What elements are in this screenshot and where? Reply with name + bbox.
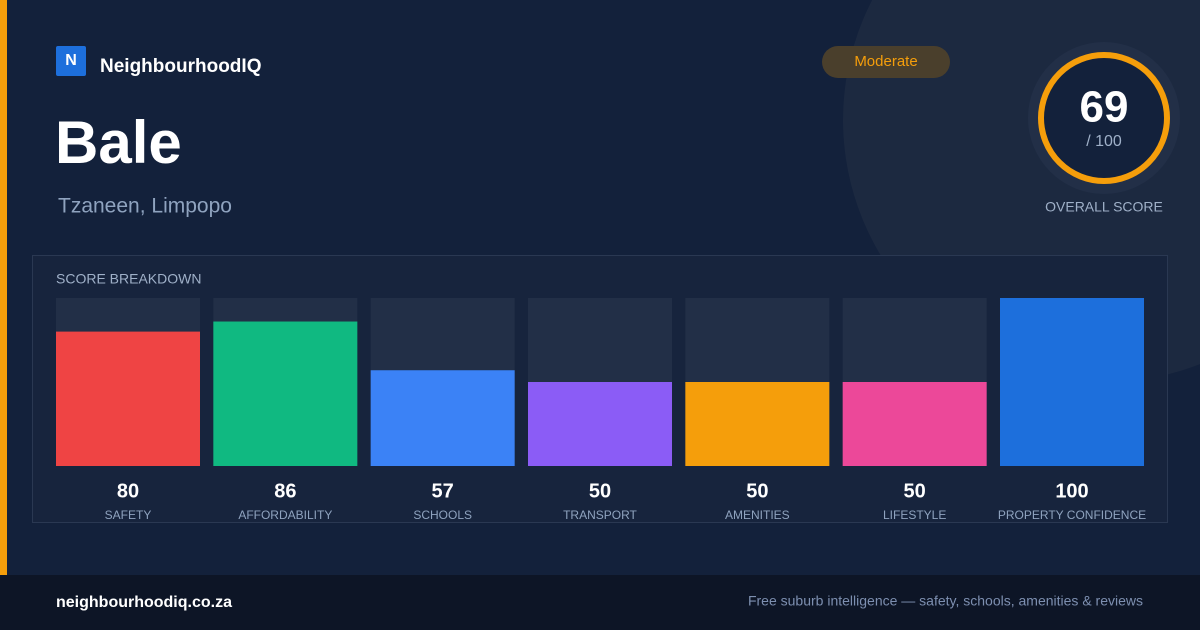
value-label: 50 bbox=[589, 480, 611, 502]
footer-tagline: Free suburb intelligence — safety, schoo… bbox=[748, 593, 1143, 609]
score-value: 69 bbox=[1080, 83, 1129, 132]
category-label: SCHOOLS bbox=[413, 508, 472, 522]
footer-site: neighbourhoodiq.co.za bbox=[56, 594, 232, 611]
score-max: / 100 bbox=[1086, 133, 1122, 150]
category-label: PROPERTY CONFIDENCE bbox=[998, 508, 1146, 522]
value-label: 50 bbox=[746, 480, 768, 502]
bar bbox=[842, 382, 987, 466]
category-label: AFFORDABILITY bbox=[238, 508, 332, 522]
value-label: 57 bbox=[432, 480, 454, 502]
category-label: SAFETY bbox=[105, 508, 152, 522]
category-label: TRANSPORT bbox=[563, 508, 637, 522]
chart-title: SCORE BREAKDOWN bbox=[56, 271, 201, 287]
bar bbox=[1000, 298, 1144, 466]
bar bbox=[528, 382, 672, 466]
score-label: OVERALL SCORE bbox=[1045, 199, 1163, 215]
bar bbox=[213, 321, 358, 466]
value-label: 100 bbox=[1055, 480, 1088, 502]
category-label: AMENITIES bbox=[725, 508, 790, 522]
value-label: 50 bbox=[904, 480, 926, 502]
footer bbox=[0, 575, 1200, 630]
value-label: 80 bbox=[117, 480, 139, 502]
suburb-title: Bale bbox=[55, 109, 182, 176]
logo-letter: N bbox=[65, 52, 77, 69]
logo bbox=[56, 46, 86, 76]
location: Tzaneen, Limpopo bbox=[58, 195, 232, 218]
score-ring bbox=[1038, 52, 1170, 184]
bar bbox=[56, 331, 200, 466]
brand: NeighbourhoodIQ bbox=[100, 56, 261, 77]
bar bbox=[370, 370, 515, 466]
badge bbox=[822, 46, 950, 78]
value-label: 86 bbox=[274, 480, 296, 502]
bar-group: 80 SAFETY 86 AFFORDABILITY 57 SCHOOLS 50 TRANSP… bbox=[56, 298, 1146, 522]
accent-stripe bbox=[0, 0, 7, 575]
badge-text: Moderate bbox=[854, 53, 917, 70]
bar bbox=[685, 382, 830, 466]
category-label: LIFESTYLE bbox=[883, 508, 946, 522]
